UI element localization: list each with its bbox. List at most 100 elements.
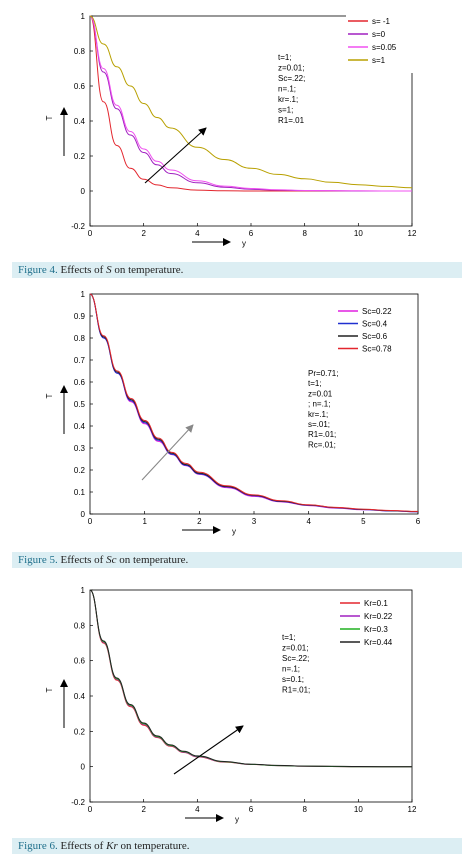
x-tick-label: 4 — [306, 517, 311, 526]
y-tick-label: 0.5 — [74, 400, 86, 409]
x-tick-label: 0 — [88, 229, 93, 238]
legend-label: Kr=0.22 — [364, 612, 393, 621]
y-axis-label: T — [45, 393, 54, 398]
x-tick-label: 10 — [354, 805, 363, 814]
y-axis-label: T — [45, 687, 54, 692]
parameter-annotation: R1=.01; — [282, 686, 310, 695]
y-tick-label: 0.4 — [74, 422, 86, 431]
y-tick-label: 0.7 — [74, 356, 86, 365]
x-axis-label: y — [242, 239, 246, 248]
parameter-annotation: t=1; — [308, 379, 322, 388]
caption-text-end: on temperature. — [117, 840, 190, 852]
parameter-annotation: t=1; — [278, 53, 292, 62]
parameter-annotation: n=.1; — [282, 665, 300, 674]
legend-box — [338, 597, 410, 655]
caption-figure-label: Figure 4. — [18, 264, 58, 276]
figure-5-caption: Figure 5. Effects of Sc on temperature. — [12, 552, 462, 568]
parameter-annotation: z=0.01 — [308, 389, 333, 398]
parameter-annotation: Sc=.22; — [282, 654, 309, 663]
y-tick-label: 0.2 — [74, 727, 86, 736]
y-tick-label: 0.6 — [74, 657, 86, 666]
caption-symbol: S — [106, 264, 112, 276]
legend-label: s=0 — [372, 30, 386, 39]
x-tick-label: 1 — [142, 517, 147, 526]
series-line — [89, 589, 412, 768]
parameter-annotation: R1=.01; — [308, 430, 336, 439]
trend-arrow — [144, 127, 207, 184]
x-tick-label: 6 — [249, 805, 254, 814]
y-tick-label: 0.4 — [74, 117, 86, 126]
caption-figure-label: Figure 5. — [18, 554, 58, 566]
y-tick-label: 0.9 — [74, 312, 86, 321]
parameter-annotation: t=1; — [282, 633, 296, 642]
legend-label: Sc=0.4 — [362, 320, 388, 329]
y-tick-label: 0.2 — [74, 152, 86, 161]
parameter-annotation: z=0.01; — [278, 64, 304, 73]
x-tick-label: 12 — [408, 805, 417, 814]
parameter-annotation: ; n=.1; — [308, 400, 330, 409]
x-axis-label: y — [232, 527, 236, 536]
legend-label: s=0.05 — [372, 43, 397, 52]
parameter-annotation: Pr=0.71; — [308, 369, 338, 378]
parameter-annotation: kr=.1; — [308, 410, 328, 419]
y-tick-label: 0.3 — [74, 444, 86, 453]
x-tick-label: 5 — [361, 517, 366, 526]
trend-arrow — [173, 725, 244, 775]
legend-box — [346, 15, 418, 73]
y-tick-label: 1 — [81, 586, 86, 595]
figure-6-caption: Figure 6. Effects of Kr on temperature. — [12, 838, 462, 854]
parameter-annotation: n=.1; — [278, 85, 296, 94]
parameter-annotation: z=0.01; — [282, 644, 308, 653]
x-tick-label: 8 — [302, 805, 307, 814]
series-line — [89, 15, 413, 189]
x-tick-label: 6 — [416, 517, 421, 526]
y-tick-label: 0.6 — [74, 378, 86, 387]
parameter-annotation: s=0.1; — [282, 675, 304, 684]
caption-text-end: on temperature. — [116, 554, 189, 566]
caption-symbol: Kr — [106, 840, 118, 852]
legend-label: Sc=0.6 — [362, 332, 388, 341]
x-tick-label: 3 — [252, 517, 257, 526]
y-tick-label: 0.8 — [74, 47, 86, 56]
legend-box — [336, 305, 414, 361]
x-tick-label: 12 — [408, 229, 417, 238]
x-tick-label: 2 — [197, 517, 202, 526]
y-tick-label: 0.6 — [74, 82, 86, 91]
legend-label: s=1 — [372, 56, 386, 65]
series-line — [89, 15, 412, 192]
y-tick-label: 0 — [81, 763, 86, 772]
caption-text: Effects of — [57, 554, 107, 566]
caption-text: Effects of — [57, 840, 107, 852]
legend-label: Kr=0.1 — [364, 599, 388, 608]
y-tick-label: -0.2 — [71, 222, 85, 231]
y-tick-label: 0.8 — [74, 334, 86, 343]
x-tick-label: 0 — [88, 805, 93, 814]
caption-text-end: on temperature. — [111, 264, 184, 276]
parameter-annotation: kr=.1; — [278, 95, 298, 104]
y-tick-label: 0.1 — [74, 488, 86, 497]
caption-symbol: Sc — [106, 554, 117, 566]
parameter-annotation: Sc=.22; — [278, 74, 305, 83]
parameter-annotation: Rc=.01; — [308, 440, 336, 449]
series-line — [89, 293, 419, 512]
x-tick-label: 2 — [141, 805, 146, 814]
caption-text: Effects of — [57, 264, 107, 276]
y-tick-label: -0.2 — [71, 798, 85, 807]
y-tick-label: 0.2 — [74, 466, 86, 475]
figure-6-chart: -0.200.20.40.60.810 2 4 6 8 10 12TyKr=0.1Kr=0.… — [45, 586, 417, 824]
y-tick-label: 0 — [81, 187, 86, 196]
parameter-annotation: s=1; — [278, 106, 293, 115]
legend-label: Kr=0.44 — [364, 638, 393, 647]
legend-label: Sc=0.22 — [362, 307, 392, 316]
legend-label: Sc=0.78 — [362, 345, 392, 354]
y-tick-label: 0.4 — [74, 692, 86, 701]
parameter-annotation: R1=.01 — [278, 116, 305, 125]
parameter-annotation: s=.01; — [308, 420, 330, 429]
x-tick-label: 0 — [88, 517, 93, 526]
x-tick-label: 8 — [302, 229, 307, 238]
caption-figure-label: Figure 6. — [18, 840, 58, 852]
y-tick-label: 0 — [81, 510, 86, 519]
